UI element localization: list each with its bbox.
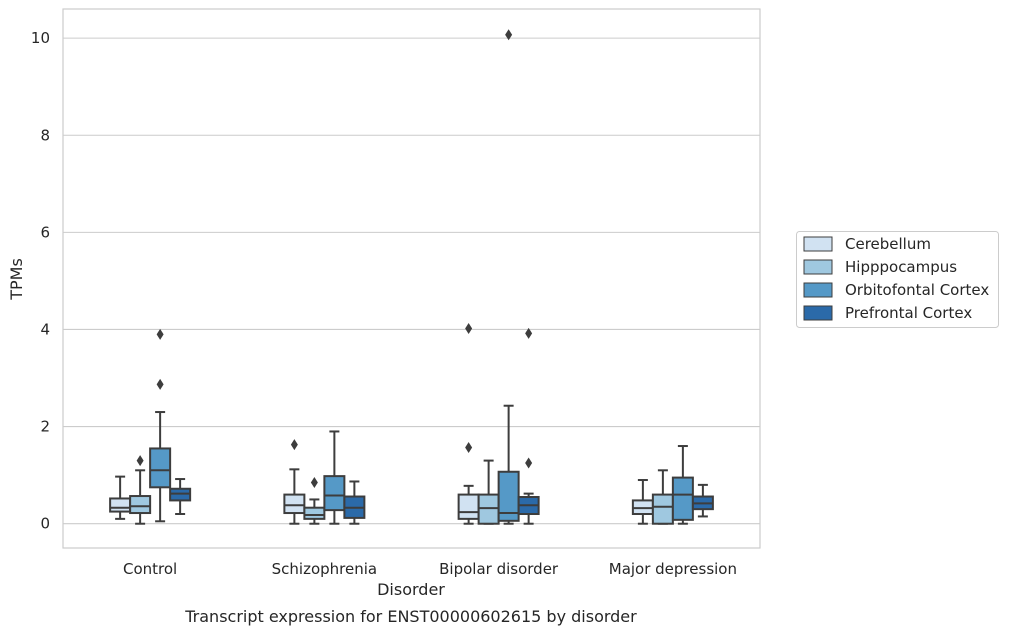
box-iqr [323,475,346,512]
y-tick-label: 4 [40,320,50,338]
y-tick-label: 0 [40,515,50,533]
box-2-3 [671,445,694,525]
legend-swatch [803,259,833,275]
box-2-1 [323,430,346,525]
box-iqr [651,493,674,525]
legend-label: Hipppocampus [845,258,957,276]
box-1-2 [477,459,500,525]
box-1-0 [129,455,152,525]
outlier-point [310,476,318,488]
legend-swatch [803,282,833,298]
y-tick-label: 2 [40,418,50,436]
legend-frame [796,231,999,328]
x-axis-label: Disorder [377,580,445,599]
box-0-0 [109,475,132,520]
legend-swatch [803,236,833,252]
legend-label: Cerebellum [845,235,931,253]
chart-caption: Transcript expression for ENST0000060261… [184,607,637,626]
x-tick-label: Schizophrenia [272,560,377,578]
box-iqr [671,476,694,521]
y-tick-label: 8 [40,126,50,144]
outlier-point [290,439,298,451]
y-tick-label: 10 [31,29,50,47]
outlier-point [525,457,533,469]
y-tick-label: 6 [40,223,50,241]
x-tick-labels: Control Schizophrenia Bipolar disorder Majo… [123,560,737,578]
box-iqr [109,497,132,513]
x-tick-label: Major depression [609,560,737,578]
outlier-point [525,327,533,339]
legend-label: Orbitofontal Cortex [845,281,989,299]
outlier-point [505,29,513,41]
outlier-point [156,378,164,390]
x-tick-label: Control [123,560,177,578]
box-1-1 [303,476,326,525]
outlier-point [136,455,144,467]
box-3-3 [691,483,714,518]
box-1-3 [651,469,674,525]
outlier-point [465,441,473,453]
box-iqr [149,447,172,489]
box-iqr [303,506,326,520]
y-tick-labels: 0 2 4 6 8 10 [31,29,50,533]
box-3-1 [343,480,366,525]
box-3-2 [517,327,540,525]
x-tick-label: Bipolar disorder [439,560,559,578]
box-0-1 [283,439,306,525]
box-0-3 [631,479,654,525]
legend-label: Prefrontal Cortex [845,304,972,322]
box-2-2 [497,29,520,525]
box-3-0 [169,478,192,516]
box-0-2 [457,323,480,525]
plot-frame [62,8,761,549]
legend-swatch [803,305,833,321]
box-iqr [129,495,152,515]
legend: Cerebellum Hipppocampus Orbitofontal Corte… [796,231,999,328]
boxes [109,29,714,525]
outlier-point [465,323,473,335]
outlier-point [156,328,164,340]
box-iqr [283,493,306,515]
box-iqr [457,493,480,520]
box-2-0 [149,328,172,523]
y-axis-label: TPMs [7,258,26,301]
